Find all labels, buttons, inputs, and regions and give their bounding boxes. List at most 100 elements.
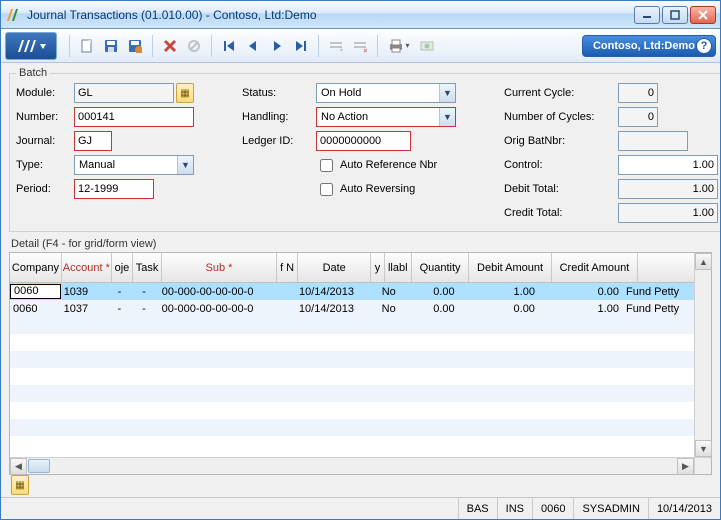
titlebar: Journal Transactions (01.010.00) - Conto… — [1, 1, 720, 29]
autoref-label: Auto Reference Nbr — [340, 159, 437, 171]
col-y[interactable]: y — [371, 253, 385, 282]
window: Journal Transactions (01.010.00) - Conto… — [0, 0, 721, 520]
toolbar-separator — [69, 35, 70, 57]
nav-next-icon[interactable] — [266, 35, 288, 57]
horizontal-scrollbar[interactable]: ◀ ▶ — [10, 457, 694, 474]
handling-combo[interactable]: No Action▼ — [316, 107, 456, 127]
cancel-icon[interactable] — [183, 35, 205, 57]
number-field[interactable] — [74, 107, 194, 127]
module-lookup-icon[interactable]: ▦ — [176, 83, 194, 103]
minimize-button[interactable] — [634, 6, 660, 24]
table-row[interactable]: 00601037--00-000-00-00-00-010/14/2013No0… — [10, 300, 694, 317]
grid-insert-icon[interactable] — [325, 35, 347, 57]
table-row[interactable]: 00601039--00-000-00-00-00-010/14/2013No0… — [10, 283, 694, 300]
scroll-up-icon[interactable]: ▲ — [695, 253, 712, 270]
label-credit: Credit Total: — [504, 207, 614, 219]
scroll-corner — [694, 457, 711, 474]
note-icon[interactable]: ▦ — [11, 475, 29, 495]
grid-header: Company Account * oje Task Sub * f N Dat… — [10, 253, 711, 283]
col-account[interactable]: Account * — [62, 253, 112, 282]
label-period: Period: — [16, 183, 70, 195]
type-value: Manual — [75, 156, 177, 174]
cell-desc: Fund Petty — [623, 303, 694, 315]
autorev-checkbox[interactable] — [320, 183, 333, 196]
grid-body[interactable]: 00601039--00-000-00-00-00-010/14/2013No0… — [10, 283, 711, 474]
save-icon[interactable] — [100, 35, 122, 57]
toolbar-separator — [377, 35, 378, 57]
toolbar: ▾ Contoso, Ltd:Demo ? — [1, 29, 720, 63]
scroll-down-icon[interactable]: ▼ — [695, 440, 712, 457]
nav-first-icon[interactable] — [218, 35, 240, 57]
cell-credit: 0.00 — [539, 286, 623, 298]
currency-view-icon[interactable] — [416, 35, 438, 57]
cell-desc: Fund Petty — [623, 286, 694, 298]
col-sub[interactable]: Sub * — [162, 253, 277, 282]
company-pill-label: Contoso, Ltd:Demo — [593, 40, 695, 52]
col-debit[interactable]: Debit Amount — [469, 253, 551, 282]
cell-date: 10/14/2013 — [291, 303, 362, 315]
ncycles-field — [618, 107, 658, 127]
col-company[interactable]: Company — [10, 253, 62, 282]
type-combo[interactable]: Manual▼ — [74, 155, 194, 175]
cell-llabl: No — [376, 286, 402, 298]
period-field[interactable] — [74, 179, 154, 199]
chevron-down-icon: ▼ — [439, 108, 455, 126]
scroll-thumb[interactable] — [28, 459, 50, 473]
delete-icon[interactable] — [159, 35, 181, 57]
autorev-check[interactable]: Auto Reversing — [316, 180, 456, 199]
close-button[interactable] — [690, 6, 716, 24]
col-credit[interactable]: Credit Amount — [552, 253, 638, 282]
label-cycle: Current Cycle: — [504, 87, 614, 99]
nav-last-icon[interactable] — [290, 35, 312, 57]
cell-oje: - — [109, 286, 130, 298]
print-icon[interactable]: ▾ — [384, 35, 414, 57]
col-fn[interactable]: f N — [277, 253, 298, 282]
cell-oje: - — [109, 303, 130, 315]
app-menu-button[interactable] — [5, 32, 57, 60]
autoref-checkbox[interactable] — [320, 159, 333, 172]
company-selector[interactable]: Contoso, Ltd:Demo ? — [582, 35, 716, 57]
toolbar-separator — [211, 35, 212, 57]
cell-account: 1037 — [61, 303, 110, 315]
help-icon[interactable]: ? — [696, 38, 712, 54]
status-combo[interactable]: On Hold▼ — [316, 83, 456, 103]
col-task[interactable]: Task — [133, 253, 162, 282]
autoref-check[interactable]: Auto Reference Nbr — [316, 156, 456, 175]
label-journal: Journal: — [16, 135, 70, 147]
control-field[interactable] — [618, 155, 718, 175]
scroll-left-icon[interactable]: ◀ — [10, 458, 27, 475]
grid-delete-icon[interactable] — [349, 35, 371, 57]
batch-legend: Batch — [16, 67, 50, 79]
toolbar-separator — [152, 35, 153, 57]
col-qty[interactable]: Quantity — [412, 253, 470, 282]
handling-value: No Action — [317, 108, 439, 126]
new-icon[interactable] — [76, 35, 98, 57]
ledger-field[interactable] — [316, 131, 411, 151]
maximize-button[interactable] — [662, 6, 688, 24]
scroll-right-icon[interactable]: ▶ — [677, 458, 694, 475]
status-company: 0060 — [532, 498, 573, 519]
app-icon — [5, 7, 21, 23]
vertical-scrollbar[interactable]: ▲ ▼ — [694, 253, 711, 457]
label-ncycles: Number of Cycles: — [504, 111, 614, 123]
cycle-field — [618, 83, 658, 103]
window-buttons — [634, 6, 716, 24]
col-llabl[interactable]: llabl — [385, 253, 412, 282]
cell-date: 10/14/2013 — [291, 286, 362, 298]
window-title: Journal Transactions (01.010.00) - Conto… — [27, 8, 634, 22]
status-ins: INS — [497, 498, 532, 519]
journal-field[interactable] — [74, 131, 112, 151]
detail-label: Detail (F4 - for grid/form view) — [11, 238, 712, 250]
status-value: On Hold — [317, 84, 439, 102]
label-debit: Debit Total: — [504, 183, 614, 195]
module-field[interactable] — [74, 83, 174, 103]
cell-llabl: No — [376, 303, 402, 315]
col-date[interactable]: Date — [298, 253, 371, 282]
nav-prev-icon[interactable] — [242, 35, 264, 57]
batch-group: Batch Module: ▦ Status: On Hold▼ Current… — [9, 67, 720, 232]
chevron-down-icon: ▼ — [439, 84, 455, 102]
col-oje[interactable]: oje — [112, 253, 133, 282]
save-close-icon[interactable] — [124, 35, 146, 57]
toolbar-separator — [318, 35, 319, 57]
label-status: Status: — [242, 87, 312, 99]
